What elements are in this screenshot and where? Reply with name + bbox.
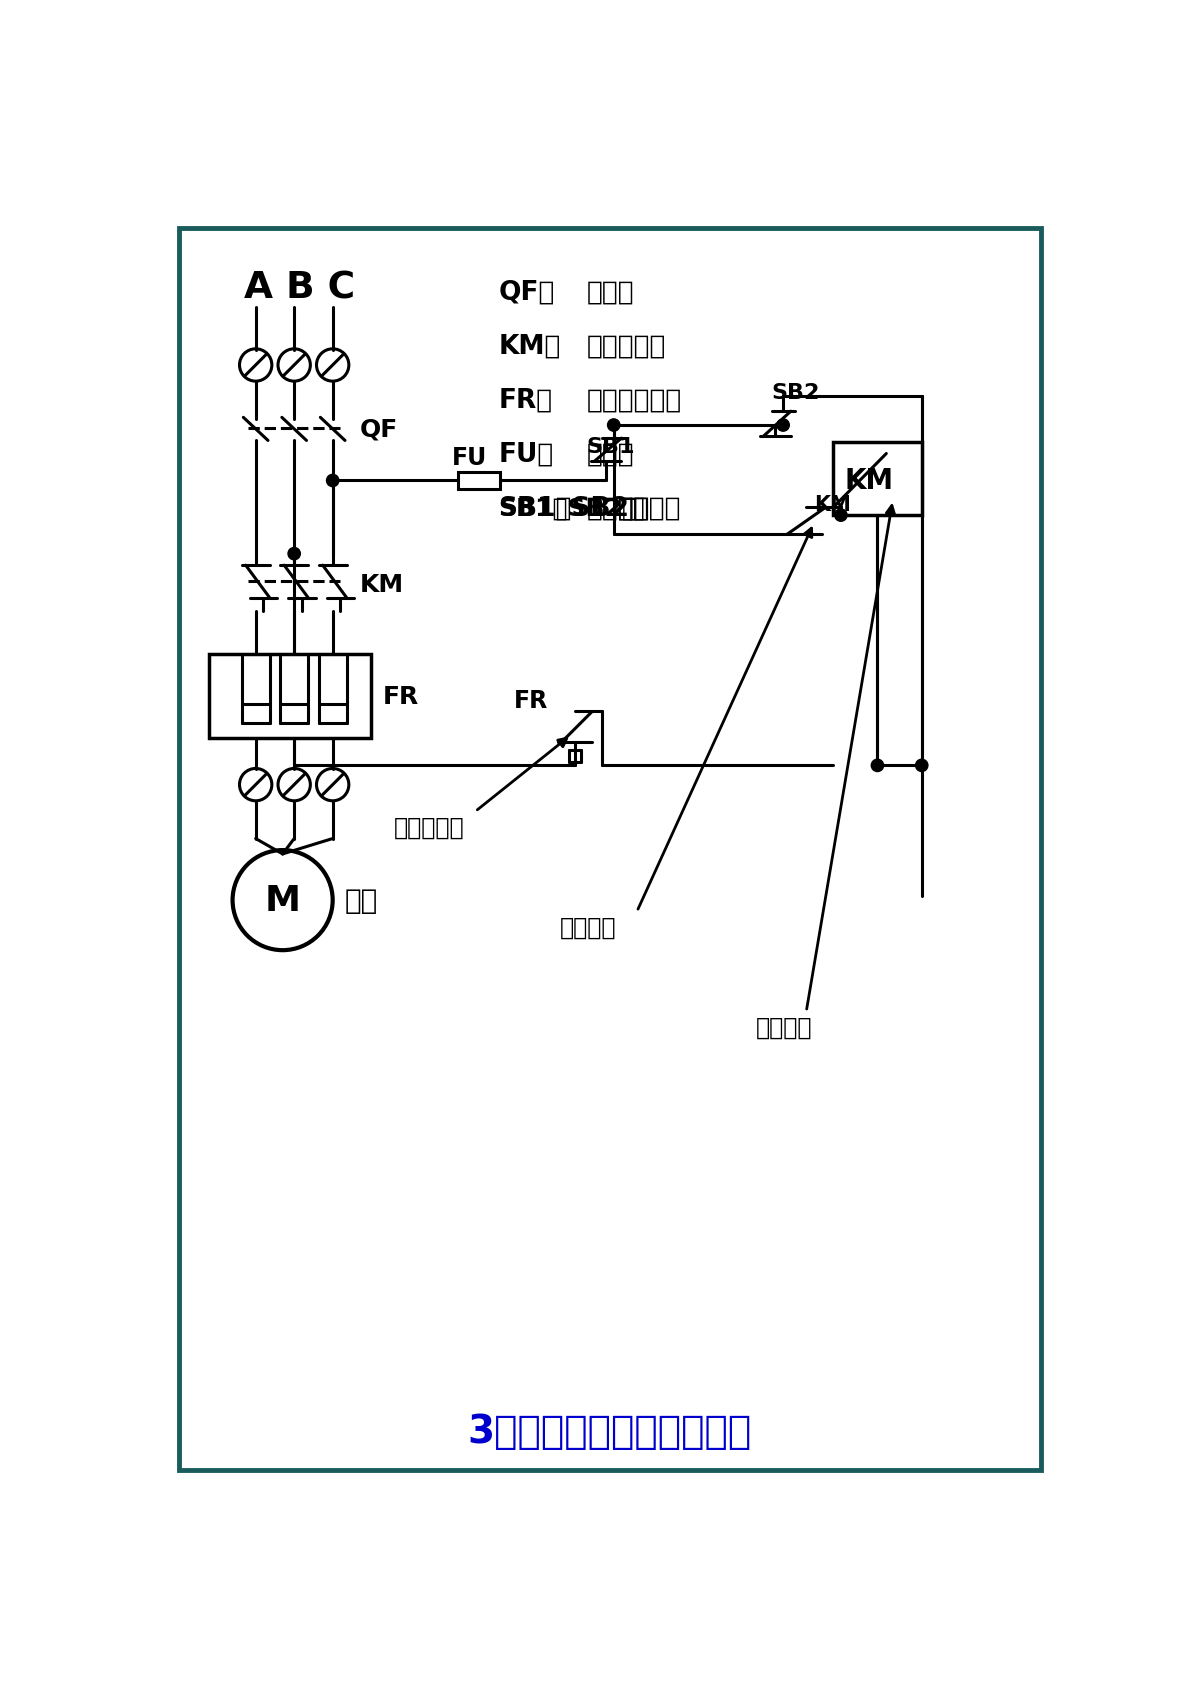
Text: 交流接触器: 交流接触器 bbox=[587, 333, 666, 360]
Text: 启停按钮: 启停按钮 bbox=[587, 495, 650, 521]
Text: 启停按钮: 启停按钮 bbox=[618, 495, 681, 521]
Circle shape bbox=[777, 419, 789, 432]
Text: 电机: 电机 bbox=[344, 886, 377, 915]
FancyBboxPatch shape bbox=[833, 442, 922, 516]
Circle shape bbox=[288, 548, 300, 560]
Text: SB2: SB2 bbox=[771, 383, 820, 402]
Circle shape bbox=[326, 474, 339, 488]
Text: KM：: KM： bbox=[499, 333, 560, 360]
Circle shape bbox=[871, 760, 884, 772]
Text: 热过载继电器: 热过载继电器 bbox=[587, 387, 682, 414]
Text: FR：: FR： bbox=[499, 387, 552, 414]
Text: SB1、SB2：: SB1、SB2： bbox=[499, 496, 637, 520]
Text: 3相电机启、停控制接线图: 3相电机启、停控制接线图 bbox=[468, 1413, 752, 1450]
Text: FR: FR bbox=[383, 685, 419, 708]
Text: A B C: A B C bbox=[244, 271, 356, 306]
FancyBboxPatch shape bbox=[458, 473, 500, 489]
Text: M: M bbox=[264, 883, 301, 918]
FancyBboxPatch shape bbox=[209, 654, 371, 738]
Text: KM: KM bbox=[359, 574, 403, 597]
Text: 吸合线圈: 吸合线圈 bbox=[756, 1016, 813, 1039]
Text: 保险丝: 保险丝 bbox=[587, 441, 634, 468]
Text: 热过载保护: 热过载保护 bbox=[394, 816, 465, 839]
Text: KM: KM bbox=[814, 495, 851, 515]
Circle shape bbox=[834, 510, 847, 521]
Circle shape bbox=[608, 419, 620, 432]
Text: 断路器: 断路器 bbox=[587, 279, 634, 306]
Text: FU：: FU： bbox=[499, 441, 553, 468]
Text: QF: QF bbox=[359, 417, 397, 441]
Text: SB1: SB1 bbox=[587, 437, 635, 456]
Text: QF：: QF： bbox=[499, 279, 555, 306]
Text: FR: FR bbox=[514, 688, 547, 713]
Text: KM: KM bbox=[845, 468, 894, 495]
Circle shape bbox=[915, 760, 928, 772]
Text: FU: FU bbox=[452, 446, 487, 469]
Text: 自锁触点: 自锁触点 bbox=[559, 915, 616, 940]
Text: SB1、SB2：: SB1、SB2： bbox=[499, 495, 645, 521]
